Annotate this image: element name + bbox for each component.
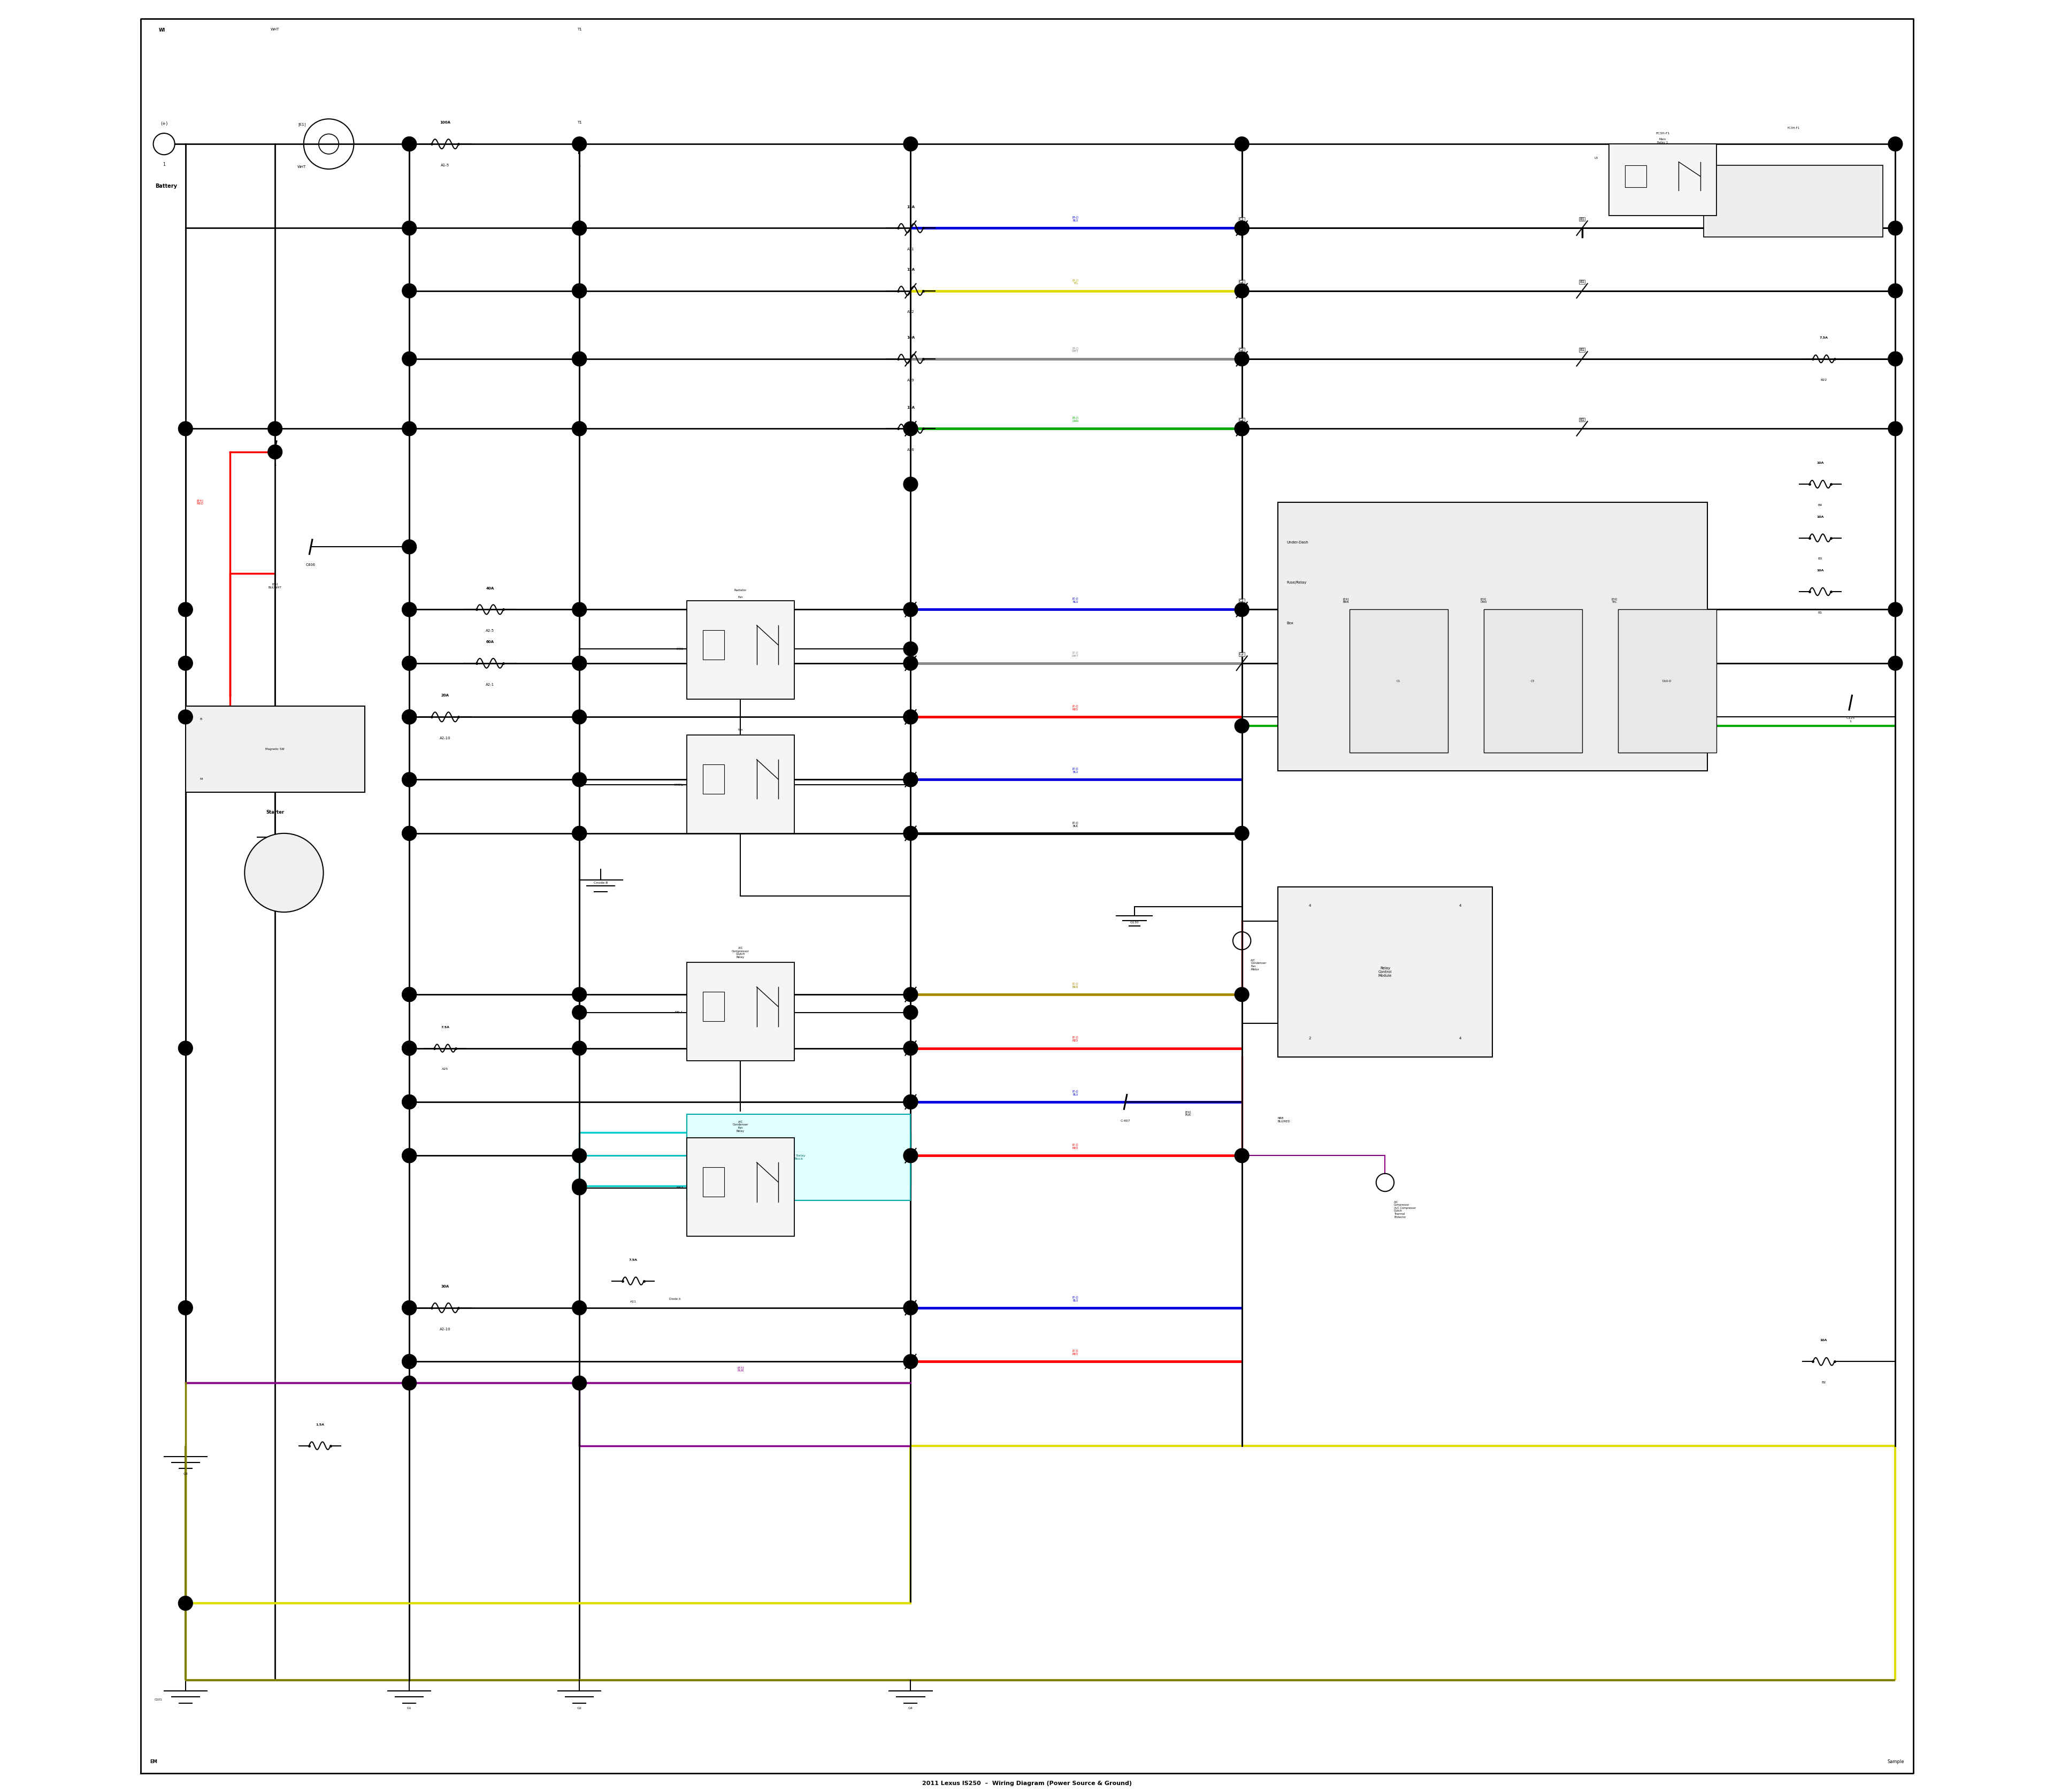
- Text: 4: 4: [1458, 1038, 1462, 1039]
- Circle shape: [1234, 421, 1249, 435]
- Circle shape: [904, 1005, 918, 1020]
- Bar: [702, 765, 725, 794]
- Circle shape: [904, 772, 918, 787]
- Text: Box: Box: [1286, 622, 1294, 625]
- Text: [E3]
PUR: [E3] PUR: [737, 1367, 744, 1373]
- Circle shape: [403, 421, 417, 435]
- Circle shape: [179, 1301, 193, 1315]
- Circle shape: [1888, 602, 1902, 616]
- Text: A29: A29: [908, 378, 914, 382]
- Text: A21: A21: [908, 247, 914, 251]
- Bar: [702, 991, 725, 1021]
- Circle shape: [403, 772, 417, 787]
- Bar: [1608, 143, 1717, 215]
- Text: 10A: 10A: [1820, 1339, 1828, 1342]
- Text: 100A: 100A: [440, 122, 450, 124]
- Text: G4: G4: [908, 1708, 912, 1710]
- Text: M: M: [199, 778, 203, 781]
- Bar: [1619, 609, 1717, 753]
- Text: 7.5A: 7.5A: [442, 1025, 450, 1029]
- Circle shape: [573, 1181, 587, 1195]
- Text: B1: B1: [1580, 418, 1584, 421]
- Circle shape: [403, 136, 417, 151]
- Text: [B-J]
YEL: [B-J] YEL: [1072, 280, 1078, 285]
- Text: [B-J]
BLU: [B-J] BLU: [1072, 217, 1078, 222]
- Text: Under-Dash: Under-Dash: [1286, 541, 1308, 545]
- Circle shape: [573, 1179, 587, 1193]
- Text: A22: A22: [908, 310, 914, 314]
- Circle shape: [1888, 283, 1902, 297]
- Circle shape: [573, 1376, 587, 1391]
- Text: 10A: 10A: [1816, 570, 1824, 572]
- Text: B3: B3: [1818, 557, 1822, 561]
- Text: B2: B2: [1822, 1382, 1826, 1383]
- Text: A/C
Compressor
Clutch
Relay: A/C Compressor Clutch Relay: [731, 946, 750, 959]
- Circle shape: [573, 1041, 587, 1055]
- Bar: [686, 962, 795, 1061]
- Bar: [1703, 165, 1884, 237]
- Text: A/C
Compressor
/A/C Compressor
Clutch
Thermal
Protector: A/C Compressor /A/C Compressor Clutch Th…: [1395, 1201, 1415, 1219]
- Text: 15A: 15A: [906, 267, 914, 271]
- Text: Fan: Fan: [737, 597, 744, 599]
- Text: C1: C1: [1239, 599, 1245, 602]
- Circle shape: [904, 421, 918, 435]
- Text: [E-J]
BLU: [E-J] BLU: [1072, 599, 1078, 604]
- Text: C2: C2: [1239, 418, 1245, 421]
- Text: 1: 1: [162, 161, 164, 167]
- Circle shape: [403, 220, 417, 235]
- Text: 7.5A: 7.5A: [1820, 337, 1828, 339]
- Text: [B-J]
WHT: [B-J] WHT: [1072, 348, 1078, 353]
- Text: T4: T4: [273, 430, 277, 434]
- Circle shape: [403, 656, 417, 670]
- Bar: [185, 706, 364, 792]
- Circle shape: [573, 987, 587, 1002]
- Bar: [1483, 609, 1582, 753]
- Circle shape: [403, 1095, 417, 1109]
- Text: Magnetic SW: Magnetic SW: [265, 747, 286, 751]
- Text: 2011 Lexus IS250  –  Wiring Diagram (Power Source & Ground): 2011 Lexus IS250 – Wiring Diagram (Power…: [922, 1781, 1132, 1787]
- Circle shape: [1234, 826, 1249, 840]
- Circle shape: [573, 220, 587, 235]
- Circle shape: [573, 772, 587, 787]
- Circle shape: [573, 283, 587, 297]
- Text: A2-1: A2-1: [485, 683, 495, 686]
- Circle shape: [573, 421, 587, 435]
- Bar: [702, 1167, 725, 1197]
- Text: Radiator: Radiator: [733, 590, 748, 591]
- Circle shape: [403, 602, 417, 616]
- Text: 1.5A: 1.5A: [316, 1423, 325, 1426]
- Circle shape: [403, 772, 417, 787]
- Circle shape: [573, 656, 587, 670]
- Circle shape: [403, 539, 417, 554]
- Text: Control: Control: [735, 737, 746, 738]
- Bar: [1278, 887, 1493, 1057]
- Circle shape: [403, 1355, 417, 1369]
- Text: G2: G2: [577, 1708, 581, 1710]
- Text: FC3H-F1: FC3H-F1: [1656, 133, 1670, 134]
- Circle shape: [403, 1041, 417, 1055]
- Circle shape: [403, 826, 417, 840]
- Text: 15A: 15A: [906, 206, 914, 208]
- Text: WHT: WHT: [271, 27, 279, 30]
- Circle shape: [573, 602, 587, 616]
- Text: (+): (+): [160, 122, 168, 125]
- Text: [E-J]
RED: [E-J] RED: [1072, 1349, 1078, 1355]
- Text: WHT: WHT: [298, 165, 306, 168]
- Text: [E4]
YEL: [E4] YEL: [1610, 599, 1616, 604]
- Circle shape: [244, 833, 322, 912]
- Circle shape: [403, 136, 417, 151]
- Circle shape: [403, 1041, 417, 1055]
- Bar: [686, 600, 795, 699]
- Text: G3: G3: [183, 1473, 187, 1475]
- Circle shape: [403, 602, 417, 616]
- Text: FC3H-F1: FC3H-F1: [1787, 127, 1799, 129]
- Circle shape: [904, 477, 918, 491]
- Text: [E-J]
BLU: [E-J] BLU: [1072, 1090, 1078, 1097]
- Circle shape: [179, 421, 193, 435]
- Circle shape: [1234, 421, 1249, 435]
- Circle shape: [403, 710, 417, 724]
- Text: C-407: C-407: [1121, 1120, 1130, 1122]
- Circle shape: [573, 351, 587, 366]
- Text: 30A: 30A: [442, 1285, 450, 1288]
- Text: Cnode B: Cnode B: [594, 882, 608, 883]
